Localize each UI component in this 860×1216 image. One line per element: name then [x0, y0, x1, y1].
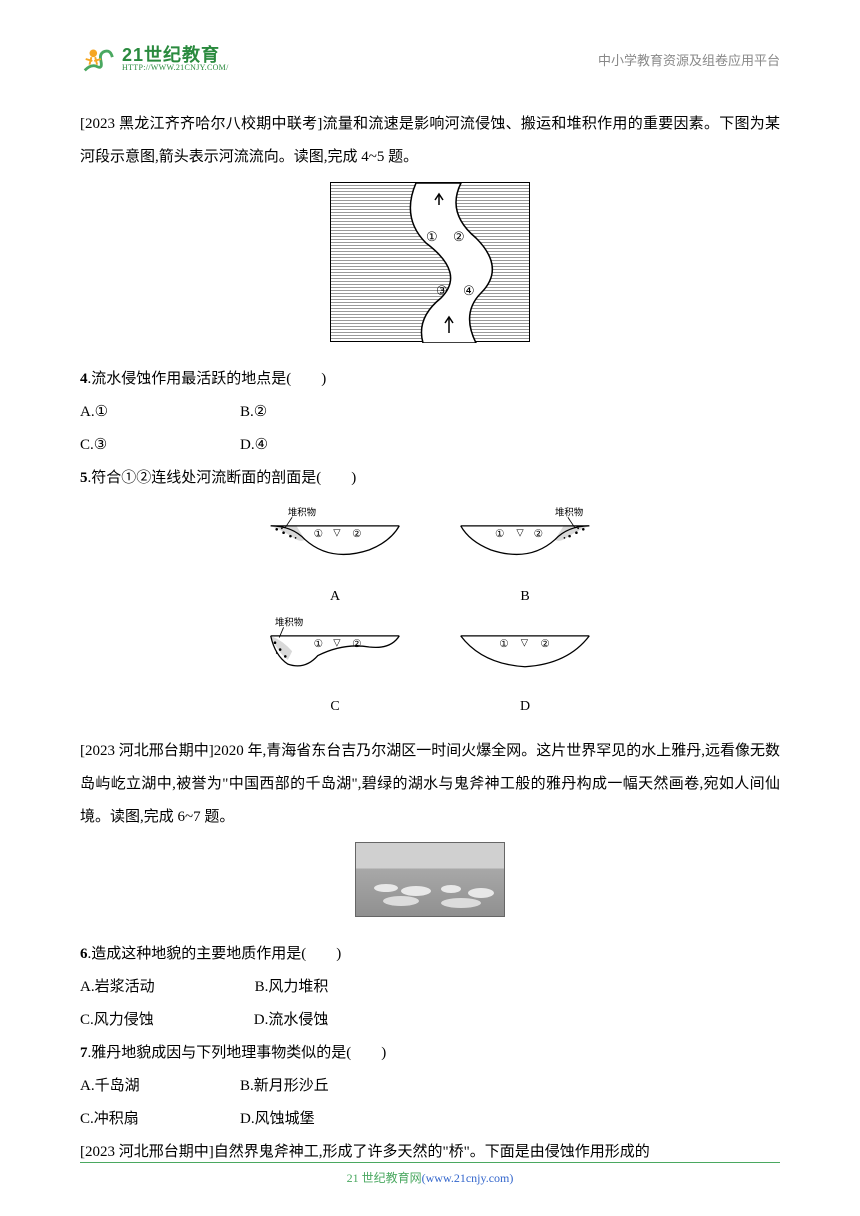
intro-paragraph-1: [2023 黑龙江齐齐哈尔八校期中联考]流量和流速是影响河流侵蚀、搬运和堆积作用… [80, 108, 780, 174]
river-diagram: ① ② ③ ④ [330, 182, 530, 342]
svg-text:▽: ▽ [521, 638, 528, 648]
footer-url: (www.21cnjy.com) [422, 1171, 514, 1185]
cs-letter-a: A [250, 582, 420, 613]
cs-row-2: 堆积物 ① ▽ ② C [240, 617, 620, 723]
svg-text:▽: ▽ [333, 528, 340, 538]
q7-opt-c: C.冲积扇 [80, 1103, 140, 1136]
q5-text: .符合①②连线处河流断面的剖面是( ) [88, 470, 357, 486]
q4-opt-d: D.④ [240, 429, 300, 462]
cross-section-wrap: 堆积物 ① ▽ ② A 堆积物 [80, 503, 780, 727]
q6-num: 6 [80, 946, 88, 962]
q4-text: .流水侵蚀作用最活跃的地点是( ) [88, 371, 327, 387]
q7-opt-b: B.新月形沙丘 [240, 1070, 329, 1103]
cs-letter-d: D [440, 692, 610, 723]
q7-opt-a: A.千岛湖 [80, 1070, 140, 1103]
q5-num: 5 [80, 470, 88, 486]
q7-row1: A.千岛湖 B.新月形沙丘 [80, 1070, 780, 1103]
svg-text:②: ② [352, 529, 361, 540]
svg-text:堆积物: 堆积物 [288, 507, 316, 519]
svg-text:堆积物: 堆积物 [555, 507, 583, 519]
q7-text: .雅丹地貌成因与下列地理事物类似的是( ) [88, 1045, 387, 1061]
footer-brand: 21 世纪教育网 [347, 1171, 422, 1185]
q6-opt-d: D.流水侵蚀 [254, 1004, 329, 1037]
intro-paragraph-2: [2023 河北邢台期中]2020 年,青海省东台吉乃尔湖区一时间火爆全网。这片… [80, 735, 780, 834]
footer-divider [80, 1162, 780, 1163]
cs-box-a: 堆积物 ① ▽ ② A [250, 507, 420, 613]
logo-main-text: 21世纪教育 [122, 46, 229, 64]
logo-icon [80, 40, 118, 78]
svg-text:①: ① [499, 639, 508, 650]
svg-text:②: ② [352, 639, 361, 650]
q4-opt-a: A.① [80, 396, 140, 429]
svg-text:②: ② [453, 229, 465, 244]
cs-letter-b: B [440, 582, 610, 613]
q7-num: 7 [80, 1045, 88, 1061]
svg-text:③: ③ [436, 283, 448, 298]
svg-text:①: ① [314, 529, 323, 540]
q4-stem: 4.流水侵蚀作用最活跃的地点是( ) [80, 363, 780, 396]
q4-num: 4 [80, 371, 88, 387]
svg-text:堆积物: 堆积物 [275, 617, 303, 629]
q6-text: .造成这种地貌的主要地质作用是( ) [88, 946, 342, 962]
cs-box-c: 堆积物 ① ▽ ② C [250, 617, 420, 723]
svg-text:①: ① [426, 229, 438, 244]
cs-box-b: 堆积物 ① ▽ ② B [440, 507, 610, 613]
photo-wrap [80, 842, 780, 930]
q6-opt-c: C.风力侵蚀 [80, 1004, 154, 1037]
q6-opt-b: B.风力堆积 [255, 971, 329, 1004]
q4-row2: C.③ D.④ [80, 429, 780, 462]
svg-text:②: ② [534, 529, 543, 540]
header-right-text: 中小学教育资源及组卷应用平台 [598, 50, 780, 69]
page-header: 21世纪教育 HTTP://WWW.21CNJY.COM/ 中小学教育资源及组卷… [80, 40, 780, 78]
yardang-photo [355, 842, 505, 917]
logo-sub-text: HTTP://WWW.21CNJY.COM/ [122, 64, 229, 72]
content-area: [2023 黑龙江齐齐哈尔八校期中联考]流量和流速是影响河流侵蚀、搬运和堆积作用… [80, 108, 780, 1169]
svg-text:①: ① [314, 639, 323, 650]
q4-opt-c: C.③ [80, 429, 140, 462]
q5-stem: 5.符合①②连线处河流断面的剖面是( ) [80, 462, 780, 495]
q4-row1: A.① B.② [80, 396, 780, 429]
svg-text:▽: ▽ [516, 528, 523, 538]
logo-block: 21世纪教育 HTTP://WWW.21CNJY.COM/ [80, 40, 229, 78]
q6-stem: 6.造成这种地貌的主要地质作用是( ) [80, 938, 780, 971]
q7-stem: 7.雅丹地貌成因与下列地理事物类似的是( ) [80, 1037, 780, 1070]
q6-opt-a: A.岩浆活动 [80, 971, 155, 1004]
logo-text: 21世纪教育 HTTP://WWW.21CNJY.COM/ [122, 46, 229, 72]
river-diagram-wrap: ① ② ③ ④ [80, 182, 780, 355]
q6-row1: A.岩浆活动 B.风力堆积 [80, 971, 780, 1004]
svg-text:①: ① [495, 529, 504, 540]
cs-letter-c: C [250, 692, 420, 723]
cross-sections: 堆积物 ① ▽ ② A 堆积物 [240, 503, 620, 727]
cs-row-1: 堆积物 ① ▽ ② A 堆积物 [240, 507, 620, 613]
svg-text:④: ④ [463, 283, 475, 298]
q7-row2: C.冲积扇 D.风蚀城堡 [80, 1103, 780, 1136]
svg-text:②: ② [540, 639, 549, 650]
cs-box-d: ① ▽ ② D [440, 617, 610, 723]
page-footer: 21 世纪教育网(www.21cnjy.com) [0, 1162, 860, 1186]
q6-row2: C.风力侵蚀 D.流水侵蚀 [80, 1004, 780, 1037]
q4-opt-b: B.② [240, 396, 300, 429]
svg-text:▽: ▽ [333, 638, 340, 648]
q7-opt-d: D.风蚀城堡 [240, 1103, 315, 1136]
